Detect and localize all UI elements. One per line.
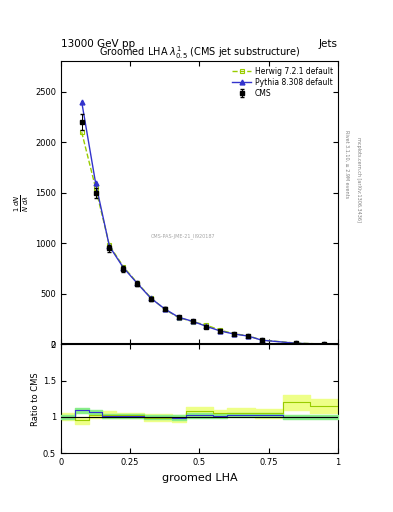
Pythia 8.308 default xyxy=(204,323,209,329)
Pythia 8.308 default xyxy=(246,333,250,339)
Herwig 7.2.1 default xyxy=(259,337,264,343)
Herwig 7.2.1 default xyxy=(232,331,237,337)
X-axis label: groomed LHA: groomed LHA xyxy=(162,473,237,482)
Herwig 7.2.1 default xyxy=(79,129,84,135)
Pythia 8.308 default xyxy=(322,341,327,347)
Herwig 7.2.1 default xyxy=(162,306,167,312)
Pythia 8.308 default xyxy=(149,295,153,302)
Line: Pythia 8.308 default: Pythia 8.308 default xyxy=(79,99,327,347)
Pythia 8.308 default xyxy=(162,306,167,312)
Pythia 8.308 default xyxy=(259,337,264,343)
Herwig 7.2.1 default xyxy=(204,322,209,328)
Pythia 8.308 default xyxy=(232,331,237,337)
Herwig 7.2.1 default xyxy=(121,264,126,270)
Legend: Herwig 7.2.1 default, Pythia 8.308 default, CMS: Herwig 7.2.1 default, Pythia 8.308 defau… xyxy=(231,65,334,99)
Herwig 7.2.1 default xyxy=(93,185,98,191)
Herwig 7.2.1 default xyxy=(176,314,181,321)
Pythia 8.308 default xyxy=(79,99,84,105)
Herwig 7.2.1 default xyxy=(322,341,327,347)
Y-axis label: Ratio to CMS: Ratio to CMS xyxy=(31,372,40,425)
Herwig 7.2.1 default xyxy=(107,242,112,248)
Pythia 8.308 default xyxy=(294,340,299,347)
Text: CMS-PAS-JME-21_II920187: CMS-PAS-JME-21_II920187 xyxy=(151,233,215,239)
Text: 13000 GeV pp: 13000 GeV pp xyxy=(61,38,135,49)
Herwig 7.2.1 default xyxy=(135,280,140,286)
Pythia 8.308 default xyxy=(176,314,181,321)
Title: Groomed LHA $\lambda^{1}_{0.5}$ (CMS jet substructure): Groomed LHA $\lambda^{1}_{0.5}$ (CMS jet… xyxy=(99,44,300,61)
Pythia 8.308 default xyxy=(107,243,112,249)
Pythia 8.308 default xyxy=(135,280,140,286)
Pythia 8.308 default xyxy=(93,180,98,186)
Pythia 8.308 default xyxy=(190,318,195,325)
Herwig 7.2.1 default xyxy=(218,327,222,333)
Text: Jets: Jets xyxy=(319,38,338,49)
Herwig 7.2.1 default xyxy=(246,333,250,339)
Herwig 7.2.1 default xyxy=(294,340,299,346)
Pythia 8.308 default xyxy=(121,265,126,271)
Text: mcplots.cern.ch [arXiv:1306.3436]: mcplots.cern.ch [arXiv:1306.3436] xyxy=(356,137,361,222)
Y-axis label: $\frac{1}{N}\frac{dN}{d\lambda}$: $\frac{1}{N}\frac{dN}{d\lambda}$ xyxy=(13,194,31,212)
Line: Herwig 7.2.1 default: Herwig 7.2.1 default xyxy=(79,130,327,347)
Herwig 7.2.1 default xyxy=(190,318,195,325)
Pythia 8.308 default xyxy=(218,328,222,334)
Text: Rivet 3.1.10, ≥ 2.9M events: Rivet 3.1.10, ≥ 2.9M events xyxy=(344,130,349,198)
Herwig 7.2.1 default xyxy=(149,295,153,301)
